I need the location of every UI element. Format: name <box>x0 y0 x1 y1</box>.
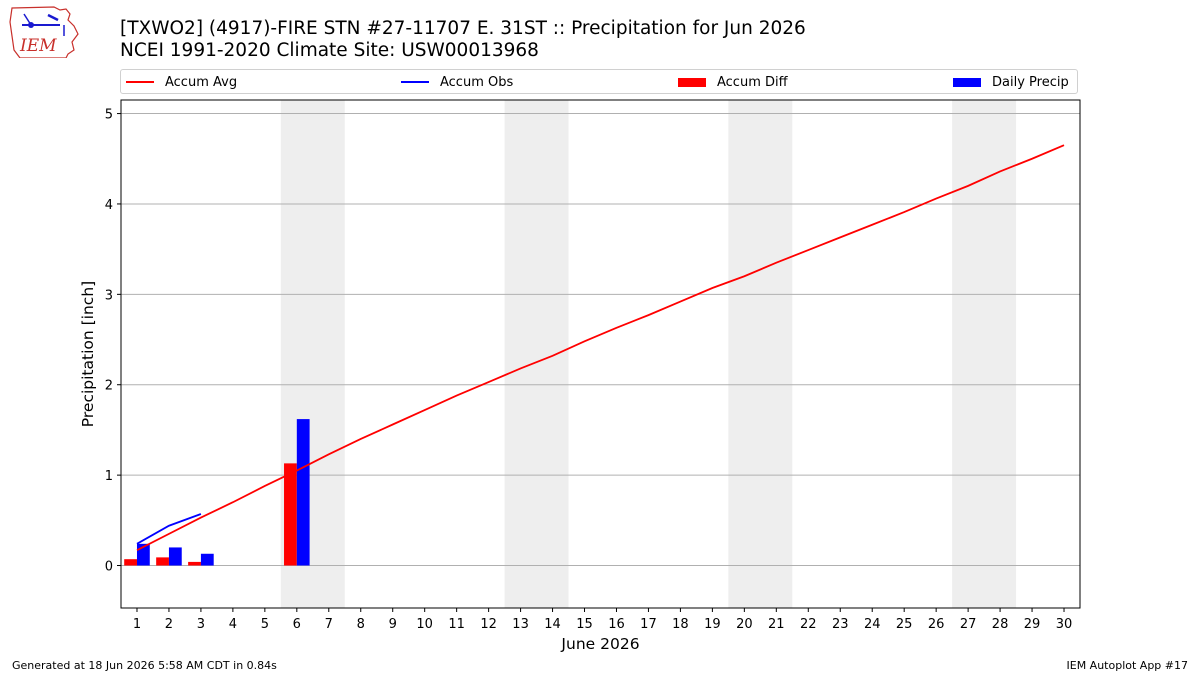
bar-daily-precip <box>200 553 214 566</box>
y-tick-label: 1 <box>105 469 113 484</box>
plot-frame <box>120 99 1081 609</box>
legend-swatch <box>126 81 154 83</box>
x-tick-label: 7 <box>325 617 333 632</box>
footer-app: IEM Autoplot App #17 <box>1066 659 1189 672</box>
x-tick-label: 15 <box>576 617 593 632</box>
y-tick-label: 5 <box>105 108 113 123</box>
bar-accum-diff <box>124 559 137 566</box>
x-tick-label: 11 <box>448 617 465 632</box>
x-tick-label: 19 <box>704 617 721 632</box>
bar-accum-diff <box>284 463 297 566</box>
x-tick-label: 24 <box>864 617 881 632</box>
x-tick-label: 8 <box>357 617 365 632</box>
x-tick-label: 20 <box>736 617 753 632</box>
x-tick-label: 28 <box>992 617 1009 632</box>
y-axis-label: Precipitation [inch] <box>79 281 97 427</box>
chart-title: [TXWO2] (4917)-FIRE STN #27-11707 E. 31S… <box>120 18 806 62</box>
x-tick-label: 6 <box>293 617 301 632</box>
x-tick-label: 30 <box>1056 617 1073 632</box>
x-axis-label: June 2026 <box>560 635 639 653</box>
legend-label: Accum Avg <box>165 74 238 90</box>
chart-title-line1: [TXWO2] (4917)-FIRE STN #27-11707 E. 31S… <box>120 18 806 39</box>
x-tick-label: 27 <box>960 617 977 632</box>
weekend-shade <box>504 100 569 608</box>
legend-swatch <box>401 81 429 83</box>
x-tick-label: 13 <box>512 617 529 632</box>
footer-generated: Generated at 18 Jun 2026 5:58 AM CDT in … <box>12 659 277 672</box>
x-tick-label: 23 <box>832 617 849 632</box>
x-tick-label: 12 <box>480 617 497 632</box>
x-tick-label: 14 <box>544 617 561 632</box>
x-tick-label: 4 <box>229 617 237 632</box>
legend-label: Accum Diff <box>717 74 788 90</box>
x-tick-label: 25 <box>896 617 913 632</box>
x-tick-label: 16 <box>608 617 625 632</box>
x-tick-label: 2 <box>165 617 173 632</box>
y-tick-label: 2 <box>105 379 113 394</box>
legend-label: Accum Obs <box>440 74 514 90</box>
x-tick-label: 9 <box>389 617 397 632</box>
line-accum-avg <box>136 144 1065 551</box>
x-tick-label: 26 <box>928 617 945 632</box>
weekend-shade <box>952 100 1017 608</box>
x-tick-label: 5 <box>261 617 269 632</box>
y-tick-label: 0 <box>105 560 113 575</box>
legend-item-daily-precip: Daily Precip <box>953 73 1069 91</box>
x-tick-label: 3 <box>197 617 205 632</box>
y-tick-label: 4 <box>105 198 113 213</box>
bar-accum-diff <box>188 561 201 566</box>
legend-item-accum-avg: Accum Avg <box>126 73 237 91</box>
legend-swatch <box>953 77 981 87</box>
x-tick-label: 18 <box>672 617 689 632</box>
legend-item-accum-obs: Accum Obs <box>401 73 513 91</box>
x-tick-label: 21 <box>768 617 785 632</box>
x-tick-label: 22 <box>800 617 817 632</box>
chart-title-line2: NCEI 1991-2020 Climate Site: USW00013968 <box>120 40 539 61</box>
legend: Accum Avg Accum Obs Accum Diff Daily Pre… <box>120 69 1078 94</box>
line-accum-obs <box>136 513 202 545</box>
x-tick-label: 29 <box>1024 617 1041 632</box>
bar-daily-precip <box>296 419 310 566</box>
x-tick-label: 17 <box>640 617 657 632</box>
weekend-shade <box>728 100 793 608</box>
legend-label: Daily Precip <box>992 74 1069 90</box>
legend-item-accum-diff: Accum Diff <box>678 73 788 91</box>
iem-logo: IEM <box>8 6 80 59</box>
legend-swatch <box>678 77 706 87</box>
bar-daily-precip <box>168 547 182 566</box>
logo-text: IEM <box>19 36 57 56</box>
x-tick-label: 10 <box>416 617 433 632</box>
x-tick-label: 1 <box>133 617 141 632</box>
bar-accum-diff <box>156 557 169 566</box>
y-tick-label: 3 <box>105 288 113 303</box>
